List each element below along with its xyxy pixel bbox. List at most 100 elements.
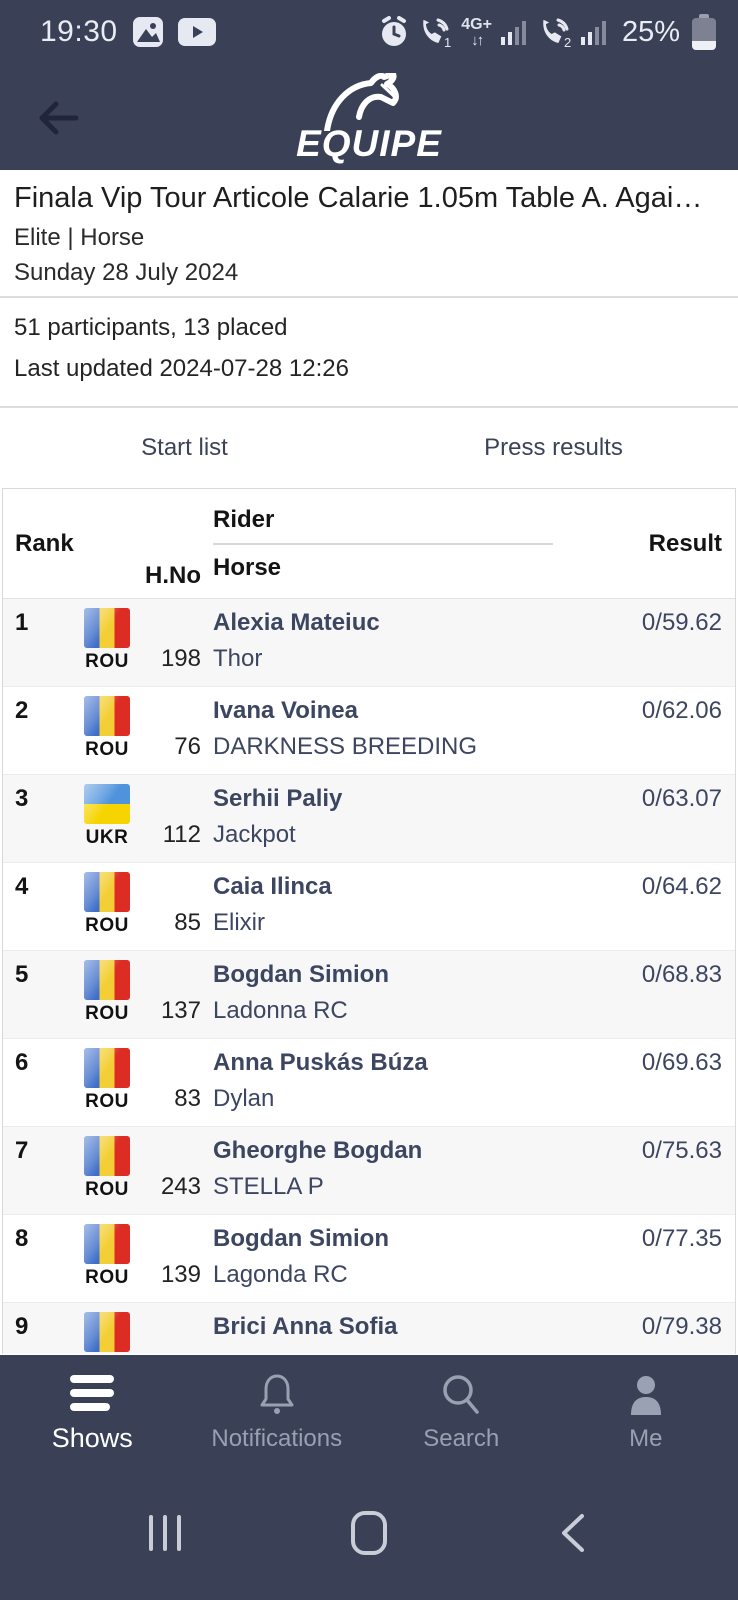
col-header-horse: Horse (213, 553, 282, 581)
result-value: 0/63.07 (641, 785, 722, 812)
rider-name: Caia Ilinca (213, 873, 332, 900)
page-title: Finala Vip Tour Articole Calarie 1.05m T… (14, 182, 703, 214)
nav-label-notifications: Notifications (211, 1425, 343, 1452)
table-row[interactable]: 2 ROU 76 Ivana Voinea DARKNESS BREEDING … (3, 687, 735, 775)
horse-name: Jackpot (213, 821, 296, 848)
rank-value: 6 (15, 1049, 29, 1076)
horse-number: 85 (174, 909, 201, 936)
tab-press-results[interactable]: Press results (484, 434, 623, 461)
rank-value: 9 (15, 1313, 29, 1340)
rank-value: 3 (15, 785, 29, 812)
flag-cell: UKR (65, 775, 149, 863)
country-code: ROU (85, 1003, 129, 1024)
rider-name: Gheorghe Bogdan (213, 1137, 423, 1164)
battery-percent: 25% (621, 15, 680, 48)
flag-cell: ROU (65, 687, 149, 775)
table-row[interactable]: 4 ROU 85 Caia Ilinca Elixir 0/64.62 (3, 863, 735, 951)
table-row[interactable]: 6 ROU 83 Anna Puskás Búza Dylan 0/69.63 (3, 1039, 735, 1127)
country-code: ROU (85, 651, 129, 672)
nav-label-shows: Shows (51, 1423, 133, 1453)
horse-number: 139 (160, 1261, 201, 1288)
table-row[interactable]: 1 ROU 198 Alexia Mateiuc Thor 0/59.62 (3, 599, 735, 687)
result-value: 0/59.62 (641, 609, 722, 636)
rider-name: Bogdan Simion (213, 961, 389, 988)
home-button[interactable] (334, 1503, 404, 1563)
horse-name: Ladonna RC (213, 997, 348, 1024)
result-value: 0/64.62 (641, 873, 722, 900)
horse-name: Elixir (213, 909, 265, 936)
horse-number: 83 (174, 1085, 201, 1112)
alarm-icon (379, 16, 409, 48)
flag-cell: ROU (65, 599, 149, 687)
result-value: 0/62.06 (641, 697, 722, 724)
android-back-button[interactable] (538, 1503, 608, 1563)
result-value: 0/68.83 (641, 961, 722, 988)
horse-name: STELLA P (213, 1173, 324, 1200)
flag-icon (84, 872, 130, 912)
nav-label-search: Search (423, 1425, 500, 1452)
event-meta: 51 participants, 13 placed Last updated … (0, 298, 738, 408)
svg-text:2: 2 (564, 35, 571, 49)
table-body: 1 ROU 198 Alexia Mateiuc Thor 0/59.62 2 … (3, 599, 735, 1354)
equipe-logo: EQUIPE (296, 72, 442, 164)
flag-icon (84, 696, 130, 736)
search-icon (443, 1375, 479, 1414)
flag-cell: ROU (65, 1303, 149, 1354)
table-header: Rank H.No Rider Horse Result (3, 489, 735, 599)
logo-text: EQUIPE (296, 122, 442, 164)
result-value: 0/79.38 (641, 1313, 722, 1340)
nav-item-notifications[interactable]: Notifications (185, 1355, 370, 1489)
flag-icon (84, 1312, 130, 1352)
nav-item-shows[interactable]: Shows (0, 1355, 185, 1489)
svg-text:1: 1 (444, 35, 451, 49)
back-button[interactable] (30, 90, 86, 146)
result-value: 0/75.63 (641, 1137, 722, 1164)
horse-number: 137 (160, 997, 201, 1024)
nav-item-me[interactable]: Me (554, 1355, 738, 1489)
table-row[interactable]: 7 ROU 243 Gheorghe Bogdan STELLA P 0/75.… (3, 1127, 735, 1215)
tab-start-list[interactable]: Start list (141, 434, 228, 461)
flag-icon (84, 960, 130, 1000)
col-header-hno: H.No (145, 561, 201, 589)
tab-bar: Start list Press results (0, 408, 738, 488)
horse-name: Thor (213, 645, 263, 672)
table-row[interactable]: 9 ROU Brici Anna Sofia 0/79.38 (3, 1303, 735, 1354)
nav-item-search[interactable]: Search (369, 1355, 554, 1489)
rider-name: Anna Puskás Búza (213, 1049, 428, 1076)
status-bar: 19:30 1 4G+ ↓↑ 2 (0, 0, 738, 64)
app-header: EQUIPE (0, 64, 738, 170)
country-code: ROU (85, 739, 129, 760)
recents-icon (149, 1515, 181, 1551)
event-category: Elite | Horse (14, 224, 145, 251)
flag-icon (84, 1048, 130, 1088)
flag-cell: ROU (65, 863, 149, 951)
bell-icon (260, 1374, 294, 1414)
person-icon (630, 1376, 661, 1415)
country-code: UKR (85, 827, 129, 848)
country-code: ROU (85, 915, 129, 936)
rank-value: 1 (15, 609, 29, 636)
horse-number: 243 (160, 1173, 201, 1200)
signal2-icon (580, 17, 609, 47)
back-chevron-icon (562, 1514, 584, 1552)
horse-name: Dylan (213, 1085, 275, 1112)
result-value: 0/69.63 (641, 1049, 722, 1076)
bottom-nav: Shows Notifications Search Me (0, 1355, 738, 1489)
flag-icon (84, 1224, 130, 1264)
recents-button[interactable] (130, 1503, 200, 1563)
col-header-rider-horse: Rider Horse (201, 489, 585, 598)
table-row[interactable]: 5 ROU 137 Bogdan Simion Ladonna RC 0/68.… (3, 951, 735, 1039)
horse-number: 76 (174, 733, 201, 760)
col-header-result: Result (648, 529, 722, 557)
rider-name: Brici Anna Sofia (213, 1313, 398, 1340)
header-divider (213, 542, 553, 545)
table-row[interactable]: 8 ROU 139 Bogdan Simion Lagonda RC 0/77.… (3, 1215, 735, 1303)
country-code: ROU (85, 1267, 129, 1288)
nav-label-me: Me (629, 1425, 663, 1452)
clock: 19:30 (40, 15, 118, 48)
country-code: ROU (85, 1179, 129, 1200)
table-row[interactable]: 3 UKR 112 Serhii Paliy Jackpot 0/63.07 (3, 775, 735, 863)
signal1-icon (500, 17, 529, 47)
rank-value: 7 (15, 1137, 29, 1164)
